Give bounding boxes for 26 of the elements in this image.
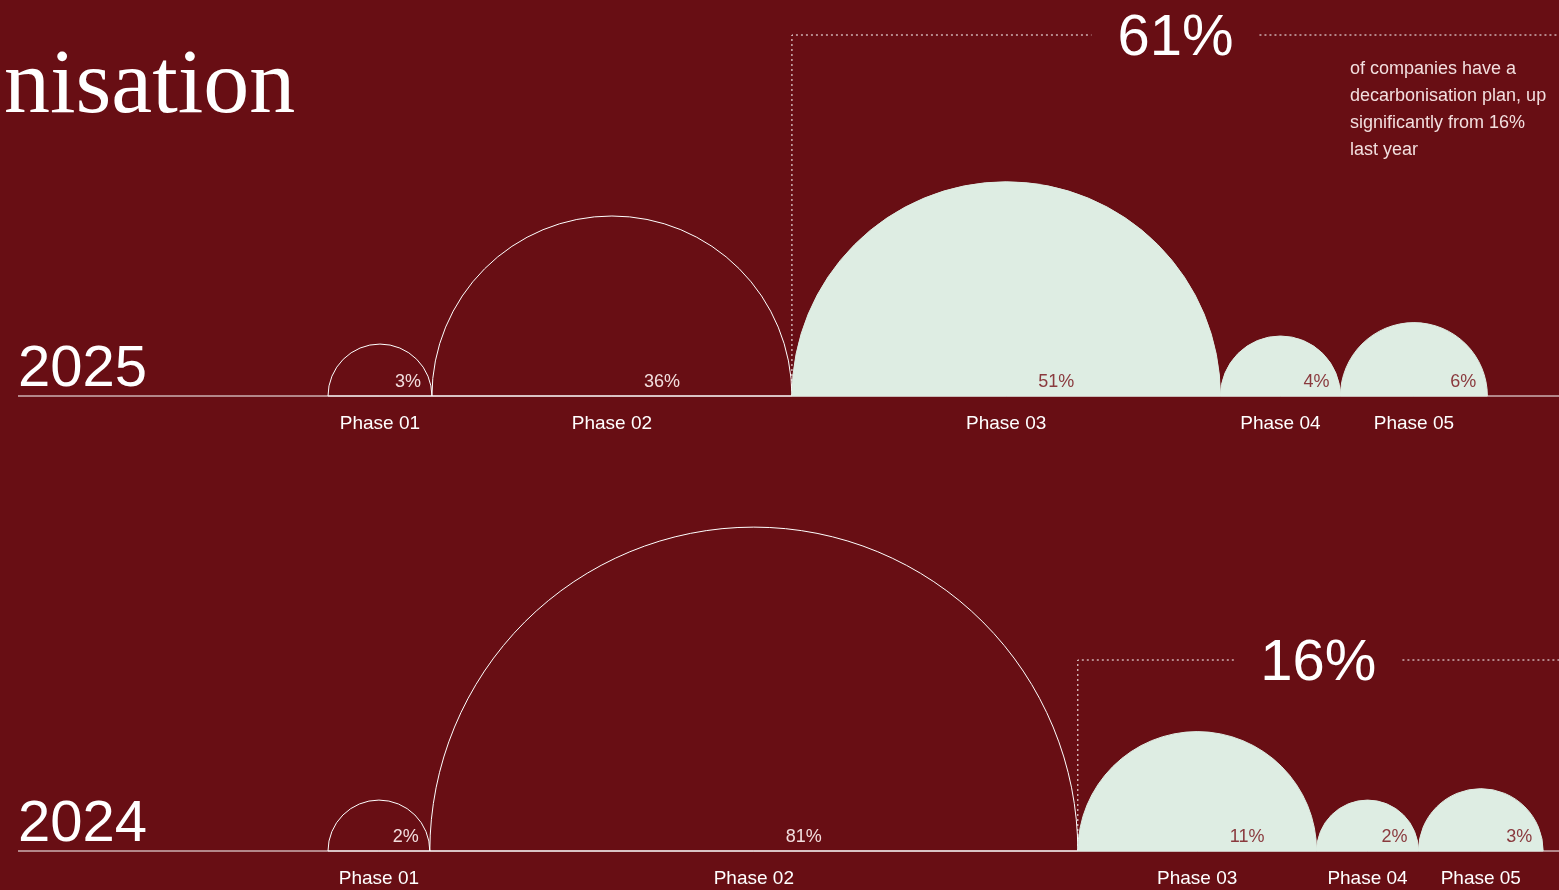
category-label: Phase 03: [1157, 867, 1238, 888]
data-label: 2%: [392, 826, 419, 846]
text: of companies have a decarbonisation plan, up significantly from 16% last year: [1350, 57, 1548, 161]
data-label: 36%: [643, 371, 680, 391]
category-label: Phase 04: [1327, 867, 1409, 888]
text: 16%: [1260, 627, 1377, 692]
text: 2025: [18, 333, 148, 398]
category-label: Phase 04: [1240, 412, 1321, 433]
category-label: Phase 05: [1440, 867, 1521, 888]
category-label: Phase 02: [571, 412, 653, 433]
data-label: 3%: [1506, 826, 1533, 846]
category-label: Phase 03: [966, 412, 1047, 433]
text: 2024: [18, 788, 148, 853]
category-label: Phase 05: [1373, 412, 1455, 433]
category-label: Phase 02: [713, 867, 794, 888]
data-label: 3%: [394, 371, 421, 391]
category-label: Phase 01: [338, 867, 420, 888]
data-label: 4%: [1303, 371, 1330, 391]
data-label: 11%: [1229, 826, 1265, 846]
text: 61%: [1117, 2, 1234, 67]
category-label: Phase 01: [339, 412, 421, 433]
data-label: 51%: [1038, 371, 1075, 391]
data-label: 6%: [1450, 371, 1477, 391]
data-label: 2%: [1381, 826, 1408, 846]
text: nisation: [4, 30, 296, 132]
data-label: 81%: [785, 826, 822, 846]
